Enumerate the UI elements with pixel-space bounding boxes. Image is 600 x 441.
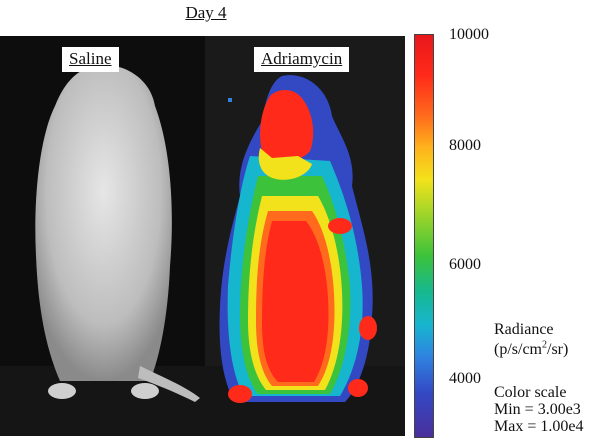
imaging-photo xyxy=(0,36,405,436)
color-scale-max: Max = 1.00e4 xyxy=(494,418,584,435)
colorbar-tick-8000: 8000 xyxy=(449,137,481,154)
unit-prefix: (p/s/cm xyxy=(494,341,542,358)
colorbar-tick-10000: 10000 xyxy=(449,26,489,43)
colorbar-tick-4000: 4000 xyxy=(449,370,481,387)
unit-exponent: 2 xyxy=(542,339,547,351)
adriamycin-mouse xyxy=(219,75,377,403)
saline-mouse xyxy=(35,65,200,402)
adriamycin-label: Adriamycin xyxy=(254,47,350,72)
color-scale-min: Min = 3.00e3 xyxy=(494,401,581,418)
radiance-title: Radiance xyxy=(494,321,554,338)
day-title: Day 4 xyxy=(185,3,227,22)
unit-suffix: /sr) xyxy=(547,341,569,358)
mice-image xyxy=(0,36,405,436)
radiance-unit-line: (p/s/cm2/sr) xyxy=(494,340,568,360)
radiance-units: Radiance (p/s/cm2/sr) xyxy=(494,320,568,360)
color-scale-title: Color scale xyxy=(494,384,567,401)
colorbar-tick-6000: 6000 xyxy=(449,256,481,273)
colorbar xyxy=(414,34,434,438)
saline-label: Saline xyxy=(62,47,119,72)
color-scale-info: Color scale Min = 3.00e3 Max = 1.00e4 xyxy=(494,384,583,435)
